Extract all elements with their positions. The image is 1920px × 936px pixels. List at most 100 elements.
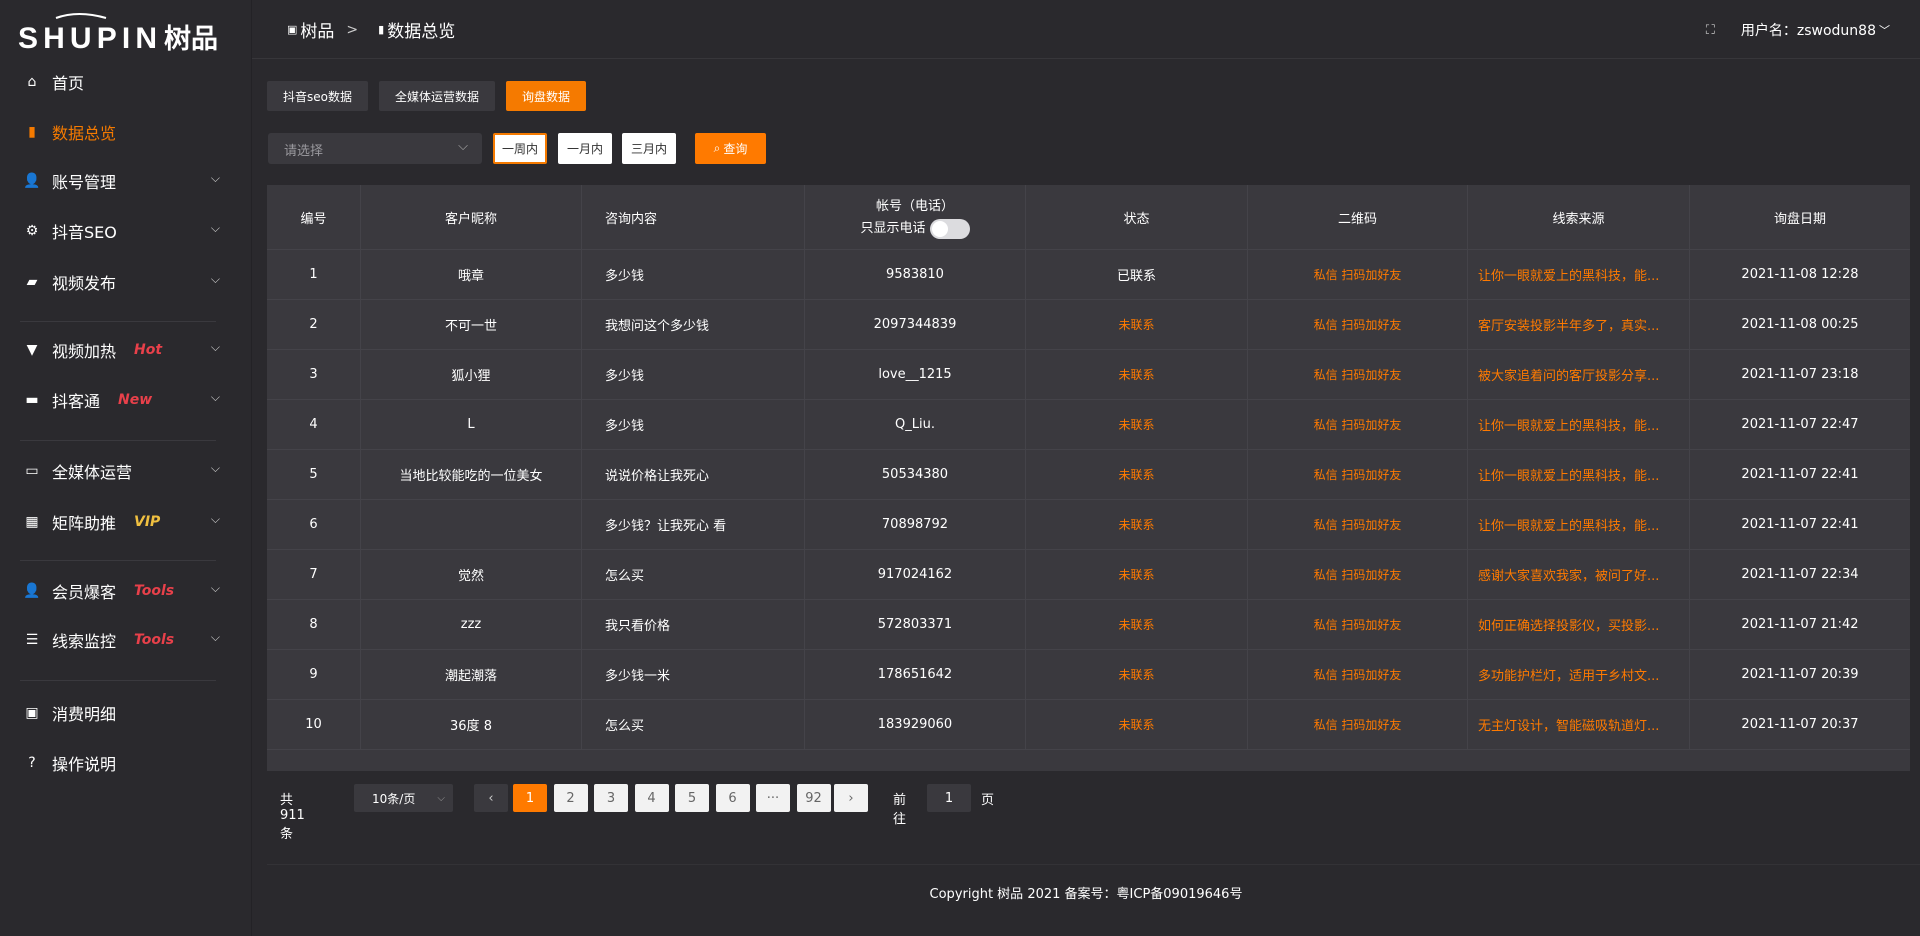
inquiry-content: 怎么买 (582, 550, 805, 599)
status: 未联系 (1026, 600, 1248, 649)
sidebar-item[interactable]: ⚙ 抖音SEO ⌵ (0, 211, 252, 251)
chevron-down-icon: ⌵ (210, 272, 220, 286)
qr-code-link[interactable]: 私信 扫码加好友 (1248, 350, 1468, 399)
range-month-button[interactable]: 一月内 (558, 133, 612, 164)
qr-code-link[interactable]: 私信 扫码加好友 (1248, 400, 1468, 449)
sidebar-item[interactable]: ▦ 矩阵助推 VIP ⌵ (0, 502, 252, 542)
inquiry-content: 怎么买 (582, 700, 805, 749)
page-button[interactable]: 5 (675, 784, 709, 812)
range-week-button[interactable]: 一周内 (493, 133, 547, 164)
page-size-value: 10条/页 (372, 791, 416, 806)
page-button[interactable]: 6 (715, 784, 750, 812)
query-button[interactable]: ⌕ 查询 (695, 133, 766, 164)
account-phone: 2097344839 (805, 300, 1026, 349)
lead-source[interactable]: 无主灯设计，智能磁吸轨道灯... (1468, 700, 1690, 749)
lead-source[interactable]: 被大家追着问的客厅投影分享... (1468, 350, 1690, 399)
status: 已联系 (1026, 250, 1248, 299)
chevron-down-icon[interactable]: ﹀ (1879, 24, 1890, 37)
sidebar-item-label: 账号管理 (52, 173, 117, 192)
chevron-down-icon: ⌵ (210, 581, 220, 595)
sidebar-item[interactable]: ▰ 视频发布 ⌵ (0, 262, 252, 302)
inquiry-content: 多少钱 (582, 400, 805, 449)
table-row: 3 狐小狸 多少钱 love__1215 未联系 私信 扫码加好友 被大家追着问的客厅投影分… (267, 350, 1910, 400)
sidebar-divider (20, 321, 216, 322)
page-button[interactable]: 1 (513, 784, 547, 812)
sidebar-badge: VIP (134, 514, 161, 530)
footer-copyright: Copyright 树品 2021 备案号：粤ICP备09019646号 (929, 887, 1243, 902)
qr-code-link[interactable]: 私信 扫码加好友 (1248, 300, 1468, 349)
sidebar-divider (20, 560, 216, 561)
tab-douyin-seo[interactable]: 抖音seo数据 (267, 81, 368, 111)
sidebar-item[interactable]: ▮ 数据总览 (0, 112, 252, 152)
table-row: 7 觉然 怎么买 917024162 未联系 私信 扫码加好友 感谢大家喜欢我家，被问了好.… (267, 550, 1910, 600)
tab-inquiry[interactable]: 询盘数据 (506, 81, 587, 111)
sidebar-item[interactable]: ☰ 线索监控 Tools ⌵ (0, 620, 252, 660)
range-3month-button[interactable]: 三月内 (622, 133, 676, 164)
user-menu[interactable]: 用户名：zswodun88 (1740, 23, 1876, 39)
sidebar-item-label: 全媒体运营 (52, 463, 133, 482)
chevron-down-icon: ⌵ (210, 340, 220, 354)
column-header: 咨询内容 (582, 185, 805, 249)
lead-source[interactable]: 感谢大家喜欢我家，被问了好... (1468, 550, 1690, 599)
sidebar-item[interactable]: 👤 账号管理 ⌵ (0, 161, 252, 201)
inquiry-date: 2021-11-08 12:28 (1741, 267, 1859, 282)
page-button[interactable]: 3 (594, 784, 628, 812)
inquiry-date: 2021-11-07 22:41 (1741, 517, 1859, 532)
search-icon: ⌕ (713, 141, 721, 155)
chevron-down-icon: ⌵ (210, 630, 220, 644)
page-button[interactable]: ··· (756, 784, 790, 812)
page-size-select[interactable]: 10条/页 ⌵ (354, 784, 453, 812)
phone-only-label: 只显示电话 (860, 221, 926, 237)
page-button[interactable]: 92 (796, 784, 831, 812)
prev-page-button[interactable]: ‹ (474, 784, 508, 812)
next-page-button[interactable]: › (834, 784, 868, 812)
inquiry-content: 多少钱 (582, 250, 805, 299)
qr-code-link[interactable]: 私信 扫码加好友 (1248, 650, 1468, 699)
help-icon: ? (28, 755, 36, 771)
sidebar-badge: Tools (134, 583, 175, 599)
column-header-label: 帐号（电话） (875, 199, 954, 215)
lead-source[interactable]: 客厅安装投影半年多了，真实... (1468, 300, 1690, 349)
row-id: 2 (267, 300, 361, 349)
lead-source[interactable]: 让你一眼就爱上的黑科技，能... (1468, 250, 1690, 299)
lead-source[interactable]: 如何正确选择投影仪，买投影... (1468, 600, 1690, 649)
row-id: 8 (267, 600, 361, 649)
sidebar-item[interactable]: ▼ 视频加热 Hot ⌵ (0, 330, 252, 370)
phone-only-toggle[interactable] (929, 218, 970, 239)
qr-code-link[interactable]: 私信 扫码加好友 (1248, 700, 1468, 749)
sidebar-item[interactable]: ▭ 全媒体运营 ⌵ (0, 451, 252, 491)
customer-nickname: L (361, 400, 582, 449)
sidebar-item[interactable]: ▣ 消费明细 (0, 693, 252, 733)
lead-source[interactable]: 让你一眼就爱上的黑科技，能... (1468, 400, 1690, 449)
video-camera-icon: ▰ (26, 274, 38, 290)
source-select[interactable]: 请选择 ⌵ (268, 133, 482, 164)
sidebar-item[interactable]: ▬ 抖客通 New ⌵ (0, 380, 252, 420)
status: 未联系 (1026, 450, 1248, 499)
qr-code-link[interactable]: 私信 扫码加好友 (1248, 450, 1468, 499)
sidebar-badge: New (118, 392, 153, 408)
breadcrumb-home[interactable]: 树品 (300, 22, 335, 42)
logo: SHUPIN 树品 (18, 12, 228, 55)
qr-code-link[interactable]: 私信 扫码加好友 (1248, 600, 1468, 649)
qr-code-link[interactable]: 私信 扫码加好友 (1248, 250, 1468, 299)
lead-source[interactable]: 让你一眼就爱上的黑科技，能... (1468, 450, 1690, 499)
fullscreen-icon[interactable]: ⛶ (1705, 22, 1715, 38)
sidebar-item-label: 消费明细 (52, 705, 117, 724)
inquiry-date: 2021-11-07 20:39 (1741, 667, 1859, 682)
qr-code-link[interactable]: 私信 扫码加好友 (1248, 550, 1468, 599)
lead-source[interactable]: 让你一眼就爱上的黑科技，能... (1468, 500, 1690, 549)
lead-source[interactable]: 多功能护栏灯，适用于乡村文... (1468, 650, 1690, 699)
tab-media-ops[interactable]: 全媒体运营数据 (378, 81, 495, 111)
status: 未联系 (1026, 500, 1248, 549)
home-icon: ⌂ (27, 74, 37, 90)
goto-page-input[interactable]: 1 (927, 784, 971, 812)
customer-nickname: 不可一世 (361, 300, 582, 349)
page-button[interactable]: 4 (634, 784, 669, 812)
sidebar-item[interactable]: 👤 会员爆客 Tools ⌵ (0, 571, 252, 611)
qr-code-link[interactable]: 私信 扫码加好友 (1248, 500, 1468, 549)
svg-text:树品: 树品 (164, 24, 218, 52)
sidebar-item[interactable]: ⌂ 首页 (0, 62, 252, 102)
status: 未联系 (1026, 550, 1248, 599)
sidebar-item[interactable]: ? 操作说明 (0, 743, 252, 783)
page-button[interactable]: 2 (553, 784, 588, 812)
